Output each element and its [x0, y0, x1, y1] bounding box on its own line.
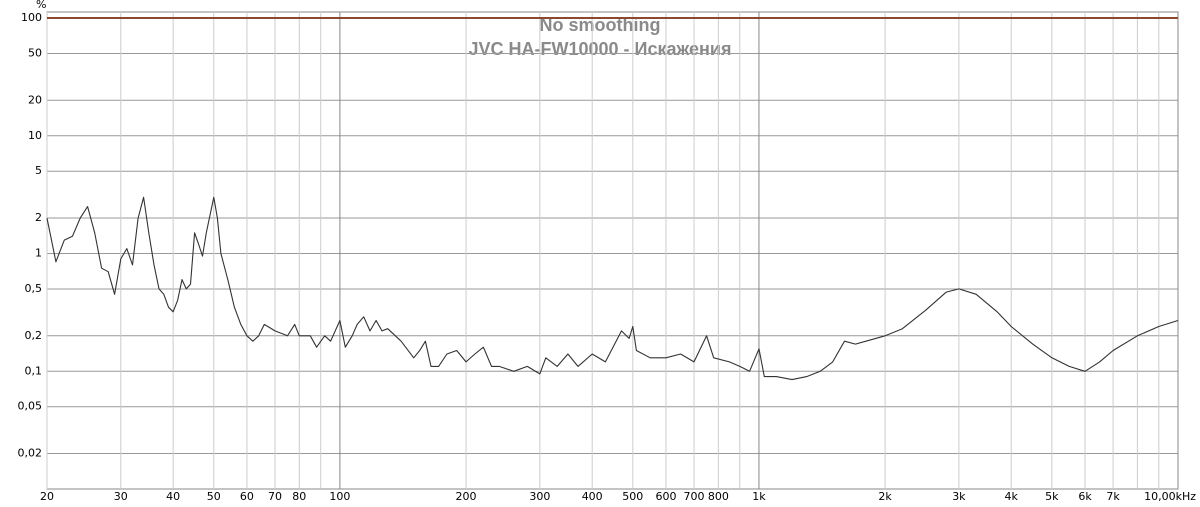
x-tick-label: 200	[456, 490, 477, 503]
y-tick-label: 1	[35, 247, 42, 260]
x-tick-label: 80	[292, 490, 306, 503]
x-tick-label: 40	[166, 490, 180, 503]
x-tick-label: 70	[268, 490, 282, 503]
plot-area	[46, 11, 1179, 490]
y-tick-label: 0,05	[18, 400, 43, 413]
x-tick-label: 7k	[1106, 490, 1120, 503]
y-tick-label: 0,1	[25, 364, 43, 377]
x-tick-label: 30	[114, 490, 128, 503]
x-tick-label: 10,00kHz	[1144, 490, 1196, 503]
x-tick-label: 300	[529, 490, 550, 503]
chart-title: No smoothing	[540, 15, 661, 35]
y-tick-label: 20	[28, 93, 42, 106]
y-tick-label: 50	[28, 46, 42, 59]
x-tick-label: 700	[684, 490, 705, 503]
data-line	[46, 196, 1179, 381]
x-tick-label: 400	[582, 490, 603, 503]
x-tick-label: 50	[207, 490, 221, 503]
y-tick-label: 100	[21, 11, 42, 24]
x-tick-label: 4k	[1005, 490, 1019, 503]
x-tick-label: 6k	[1078, 490, 1092, 503]
x-tick-label: 2k	[878, 490, 892, 503]
x-tick-label: 3k	[952, 490, 966, 503]
x-tick-label: 500	[622, 490, 643, 503]
y-tick-label: 5	[35, 164, 42, 177]
y-tick-label: 0,02	[18, 447, 43, 460]
y-tick-label: 0,2	[25, 329, 43, 342]
x-tick-label: 800	[708, 490, 729, 503]
chart-subtitle: JVC HA-FW10000 - Искажения	[469, 39, 732, 59]
y-unit: %	[36, 0, 46, 11]
y-tick-label: 10	[28, 129, 42, 142]
x-tick-label: 5k	[1045, 490, 1059, 503]
x-tick-label: 600	[655, 490, 676, 503]
x-tick-label: 60	[240, 490, 254, 503]
y-tick-label: 2	[35, 211, 42, 224]
y-tick-label: 0,5	[25, 282, 43, 295]
x-tick-label: 1k	[752, 490, 766, 503]
x-tick-label: 20	[40, 490, 54, 503]
x-tick-label: 100	[329, 490, 350, 503]
